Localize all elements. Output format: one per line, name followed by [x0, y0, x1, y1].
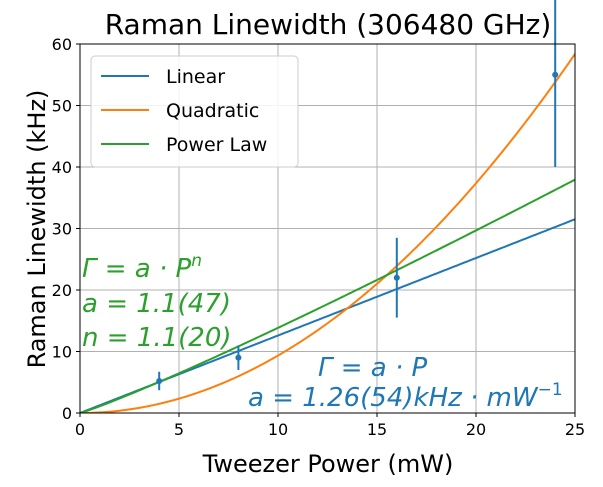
legend: Linear Quadratic Power Law: [90, 55, 299, 168]
y-tick-label: 0: [62, 404, 72, 423]
x-tick-label: 25: [565, 420, 585, 439]
y-tick-label: 30: [52, 220, 72, 239]
x-tick-label: 15: [367, 420, 387, 439]
y-axis-label: Raman Linewidth (kHz): [23, 90, 51, 369]
x-tick-label: 5: [174, 420, 184, 439]
fit-curves: [80, 53, 575, 413]
data-point: [393, 274, 400, 281]
power-law-n-value: n = 1.1(20): [82, 323, 232, 353]
y-tick-label: 50: [52, 97, 72, 116]
y-tick-label: 20: [52, 281, 72, 300]
data-point: [235, 354, 242, 361]
legend-label-quadratic: Quadratic: [166, 100, 259, 122]
fit-curve-quadratic: [80, 53, 575, 413]
legend-label-linear: Linear: [166, 66, 225, 88]
fit-curve-power: [80, 178, 575, 413]
x-tick-label: 0: [75, 420, 85, 439]
y-axis-ticks: 0 10 20 30 40 50 60: [52, 35, 80, 423]
legend-label-power: Power Law: [166, 134, 267, 156]
y-tick-label: 60: [52, 35, 72, 54]
x-tick-label: 10: [268, 420, 288, 439]
power-law-annotation: Γ = a · Pn a = 1.1(47) n = 1.1(20): [82, 251, 232, 353]
x-tick-label: 20: [466, 420, 486, 439]
data-point: [156, 378, 163, 385]
power-law-formula: Γ = a · Pn: [82, 251, 202, 284]
data-point: [552, 71, 559, 78]
x-axis-ticks: 0 5 10 15 20 25: [75, 413, 585, 439]
data-points: [156, 0, 559, 391]
chart-title: Raman Linewidth (306480 GHz): [105, 8, 552, 41]
linear-a-value: a = 1.26(54)kHz · mW−1: [248, 380, 563, 413]
power-law-a-value: a = 1.1(47): [82, 289, 231, 319]
x-axis-label: Tweezer Power (mW): [202, 450, 454, 478]
y-tick-label: 10: [52, 343, 72, 362]
linear-annotation: Γ = a · P a = 1.26(54)kHz · mW−1: [248, 353, 563, 413]
legend-box: [90, 55, 299, 168]
y-tick-label: 40: [52, 158, 72, 177]
linear-formula: Γ = a · P: [318, 353, 428, 383]
